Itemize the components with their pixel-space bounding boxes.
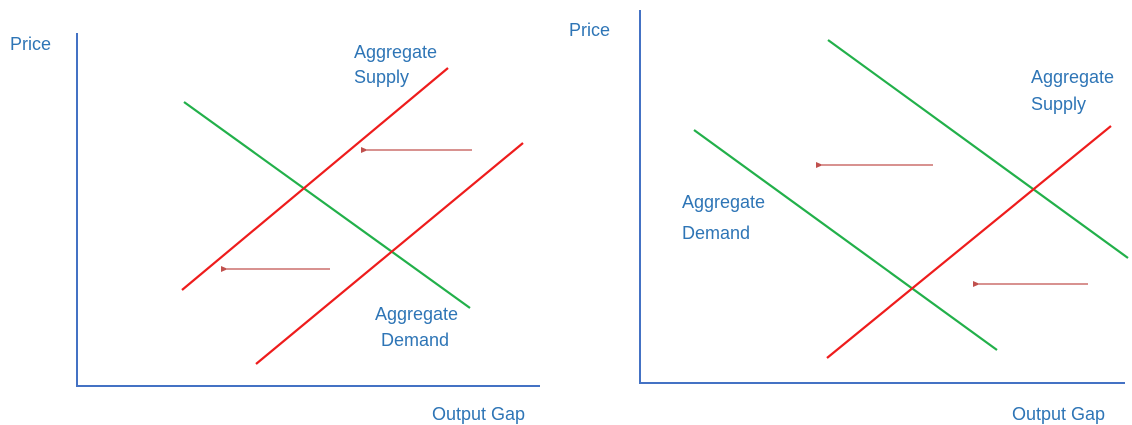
demand-label: Aggregate bbox=[375, 304, 458, 324]
supply-label: Supply bbox=[354, 67, 409, 87]
y-axis-label: Price bbox=[10, 34, 51, 54]
demand-curve bbox=[693, 129, 998, 351]
demand-label: Demand bbox=[381, 330, 449, 350]
left-panel: Price Output Gap Aggregate Supply Aggreg… bbox=[10, 33, 540, 424]
supply-label: Aggregate bbox=[354, 42, 437, 62]
demand-curve-shifted bbox=[827, 39, 1129, 259]
demand-label: Aggregate bbox=[682, 192, 765, 212]
x-axis-label: Output Gap bbox=[1012, 404, 1105, 424]
demand-label: Demand bbox=[682, 223, 750, 243]
x-axis-label: Output Gap bbox=[432, 404, 525, 424]
supply-curve-shifted bbox=[255, 142, 524, 365]
axes bbox=[639, 10, 1125, 384]
right-panel: Price Output Gap Aggregate Supply Aggreg… bbox=[569, 10, 1129, 424]
supply-curve bbox=[826, 125, 1112, 359]
axes bbox=[76, 33, 540, 387]
y-axis-label: Price bbox=[569, 20, 610, 40]
supply-curve bbox=[181, 67, 449, 291]
supply-label: Supply bbox=[1031, 94, 1086, 114]
supply-label: Aggregate bbox=[1031, 67, 1114, 87]
demand-curve bbox=[183, 101, 471, 309]
